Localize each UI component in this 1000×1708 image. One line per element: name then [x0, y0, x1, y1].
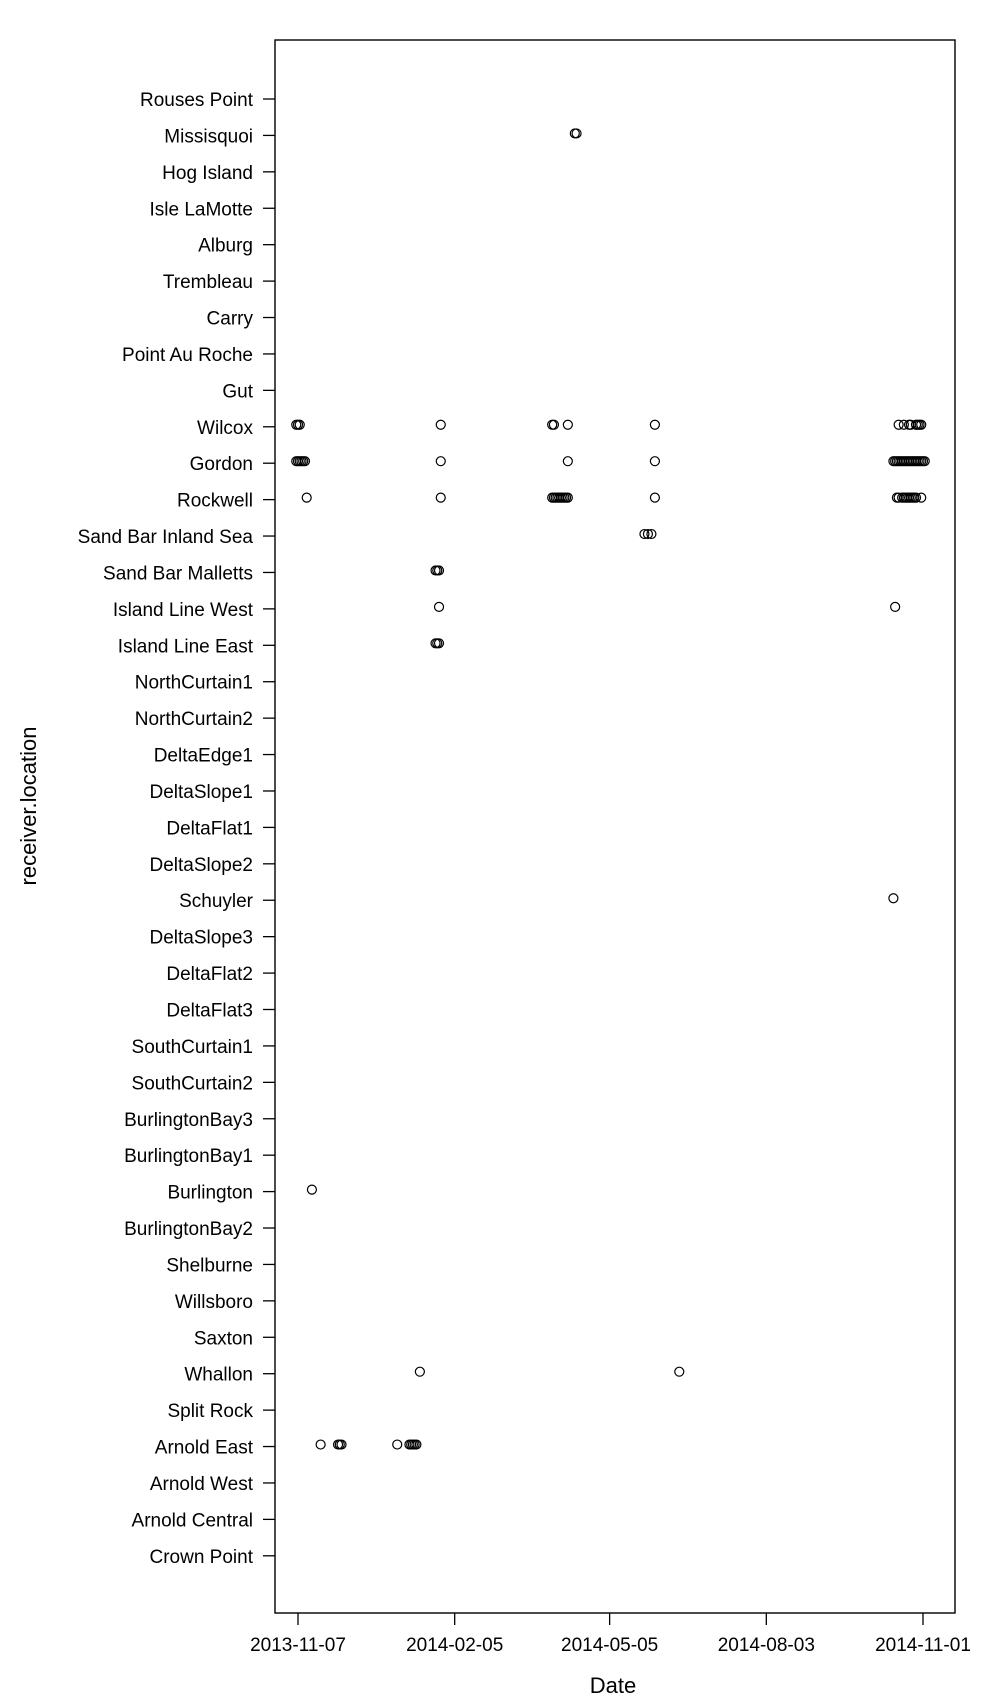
point-rockwell-2014-01-28	[435, 492, 446, 503]
point-island-line-west-2014-01-27	[433, 601, 445, 612]
x-axis-title: Date	[590, 1673, 636, 1698]
y-tick-label-carry: Carry	[207, 309, 254, 330]
y-tick-label-willsboro: Willsboro	[175, 1292, 253, 1313]
y-tick-label-deltaedge1: DeltaEdge1	[154, 746, 253, 767]
point-sand-bar-malletts-2014-01-27	[433, 565, 445, 576]
point-wilcox-2014-05-31	[649, 419, 660, 430]
y-tick-label-deltaflat3: DeltaFlat3	[166, 1001, 253, 1022]
y-tick-label-northcurtain1: NorthCurtain1	[135, 673, 253, 694]
point-wilcox-2014-04-11	[562, 419, 573, 430]
point-rockwell-2014-04-11	[562, 492, 573, 503]
point-island-line-east-2014-01-27	[433, 638, 445, 649]
point-arnold-east-2014-01-03	[392, 1439, 403, 1450]
y-tick-label-isle-lamotte: Isle LaMotte	[150, 199, 254, 220]
y-tick-label-rockwell: Rockwell	[177, 491, 253, 512]
y-tick-label-southcurtain2: SouthCurtain2	[132, 1073, 253, 1094]
x-tick-label-2014-08-03: 2014-08-03	[718, 1635, 815, 1656]
plot-frame	[274, 39, 956, 1614]
point-island-line-west-2014-10-16	[890, 601, 901, 612]
point-whallon-2014-06-14	[674, 1366, 685, 1377]
y-tick-label-burlingtonbay2: BurlingtonBay2	[124, 1219, 253, 1240]
x-tick-label-2013-11-07: 2013-11-07	[250, 1635, 346, 1656]
point-rockwell-2014-05-31	[649, 492, 660, 503]
y-tick-label-southcurtain1: SouthCurtain1	[132, 1037, 253, 1058]
y-tick-label-rouses-point: Rouses Point	[140, 90, 254, 111]
point-whallon-2014-01-16	[414, 1366, 425, 1377]
point-sand-bar-inland-sea-2014-05-25	[639, 528, 650, 540]
y-tick-label-crown-point: Crown Point	[150, 1547, 254, 1568]
x-axis: 2013-11-07 2014-02-05 2014-05-05 2014-08-03…	[250, 1613, 971, 1656]
y-axis-title: receiver.location	[16, 727, 41, 886]
y-tick-label-trembleau: Trembleau	[163, 272, 253, 293]
point-gordon-2014-01-28	[435, 456, 446, 467]
y-tick-label-deltaslope1: DeltaSlope1	[149, 782, 253, 803]
y-tick-label-arnold-west: Arnold West	[150, 1474, 254, 1495]
x-tick-label-2014-02-05: 2014-02-05	[406, 1635, 503, 1656]
y-tick-label-island-line-east: Island Line East	[118, 636, 254, 657]
x-tick-label-2014-11-01: 2014-11-01	[875, 1635, 971, 1656]
point-arnold-east-2014-01-14	[411, 1439, 422, 1450]
point-gordon-2014-04-11	[562, 456, 573, 467]
y-tick-label-schuyler: Schuyler	[179, 891, 254, 912]
y-tick-label-point-au-roche: Point Au Roche	[122, 345, 253, 366]
y-tick-label-shelburne: Shelburne	[166, 1255, 253, 1276]
y-tick-label-arnold-east: Arnold East	[155, 1438, 254, 1459]
y-tick-label-deltaflat1: DeltaFlat1	[166, 818, 253, 839]
point-rockwell-2014-10-31	[916, 492, 927, 503]
y-tick-label-island-line-west: Island Line West	[113, 600, 254, 621]
point-burlington-2013-11-15	[306, 1184, 318, 1195]
y-axis: Rouses Point Missisquoi Hog Island Isle LaM…	[78, 90, 275, 1568]
point-sand-bar-inland-sea-2014-05-29	[646, 528, 657, 540]
y-tick-label-whallon: Whallon	[184, 1365, 253, 1386]
y-tick-label-wilcox: Wilcox	[197, 418, 253, 439]
y-tick-label-burlingtonbay3: BurlingtonBay3	[124, 1110, 253, 1131]
y-tick-label-gordon: Gordon	[190, 454, 253, 475]
y-tick-label-deltaslope3: DeltaSlope3	[149, 928, 253, 949]
point-gordon-2014-11-02	[919, 456, 930, 467]
point-wilcox-2013-11-08	[294, 419, 305, 430]
point-arnold-east-2013-12-02	[336, 1439, 347, 1450]
y-tick-label-deltaflat2: DeltaFlat2	[166, 964, 253, 985]
point-wilcox-2014-10-21	[898, 419, 909, 430]
point-wilcox-2014-10-31	[916, 419, 927, 430]
y-tick-label-gut: Gut	[222, 381, 253, 402]
point-gordon-2014-05-31	[649, 456, 660, 467]
y-tick-label-burlington: Burlington	[167, 1183, 253, 1204]
point-gordon-2013-11-11	[299, 456, 311, 467]
point-schuyler-2014-10-15	[888, 893, 899, 904]
y-tick-label-sand-bar-malletts: Sand Bar Malletts	[103, 563, 253, 584]
point-wilcox-2014-10-18	[893, 419, 904, 430]
y-tick-label-split-rock: Split Rock	[167, 1401, 253, 1422]
y-tick-label-burlingtonbay1: BurlingtonBay1	[124, 1146, 253, 1167]
point-arnold-east-2013-11-20	[315, 1439, 326, 1450]
y-tick-label-hog-island: Hog Island	[162, 163, 253, 184]
y-tick-label-alburg: Alburg	[198, 236, 253, 257]
data-points	[291, 128, 930, 1450]
point-wilcox-2014-01-28	[435, 419, 446, 430]
x-tick-label-2014-05-05: 2014-05-05	[561, 1635, 658, 1656]
y-tick-label-arnold-central: Arnold Central	[132, 1510, 253, 1531]
point-wilcox-2014-04-03	[548, 419, 560, 430]
point-rockwell-2013-11-12	[301, 492, 312, 503]
point-missisquoi-2014-04-16	[571, 128, 582, 139]
y-tick-label-saxton: Saxton	[194, 1328, 253, 1349]
y-tick-label-northcurtain2: NorthCurtain2	[135, 709, 253, 730]
point-rockwell-2014-10-28	[910, 492, 922, 503]
y-tick-label-sand-bar-inland-sea: Sand Bar Inland Sea	[78, 527, 254, 548]
y-tick-label-deltaslope2: DeltaSlope2	[149, 855, 253, 876]
point-sand-bar-inland-sea-2014-05-27	[642, 528, 654, 540]
y-tick-label-missisquoi: Missisquoi	[164, 126, 253, 147]
